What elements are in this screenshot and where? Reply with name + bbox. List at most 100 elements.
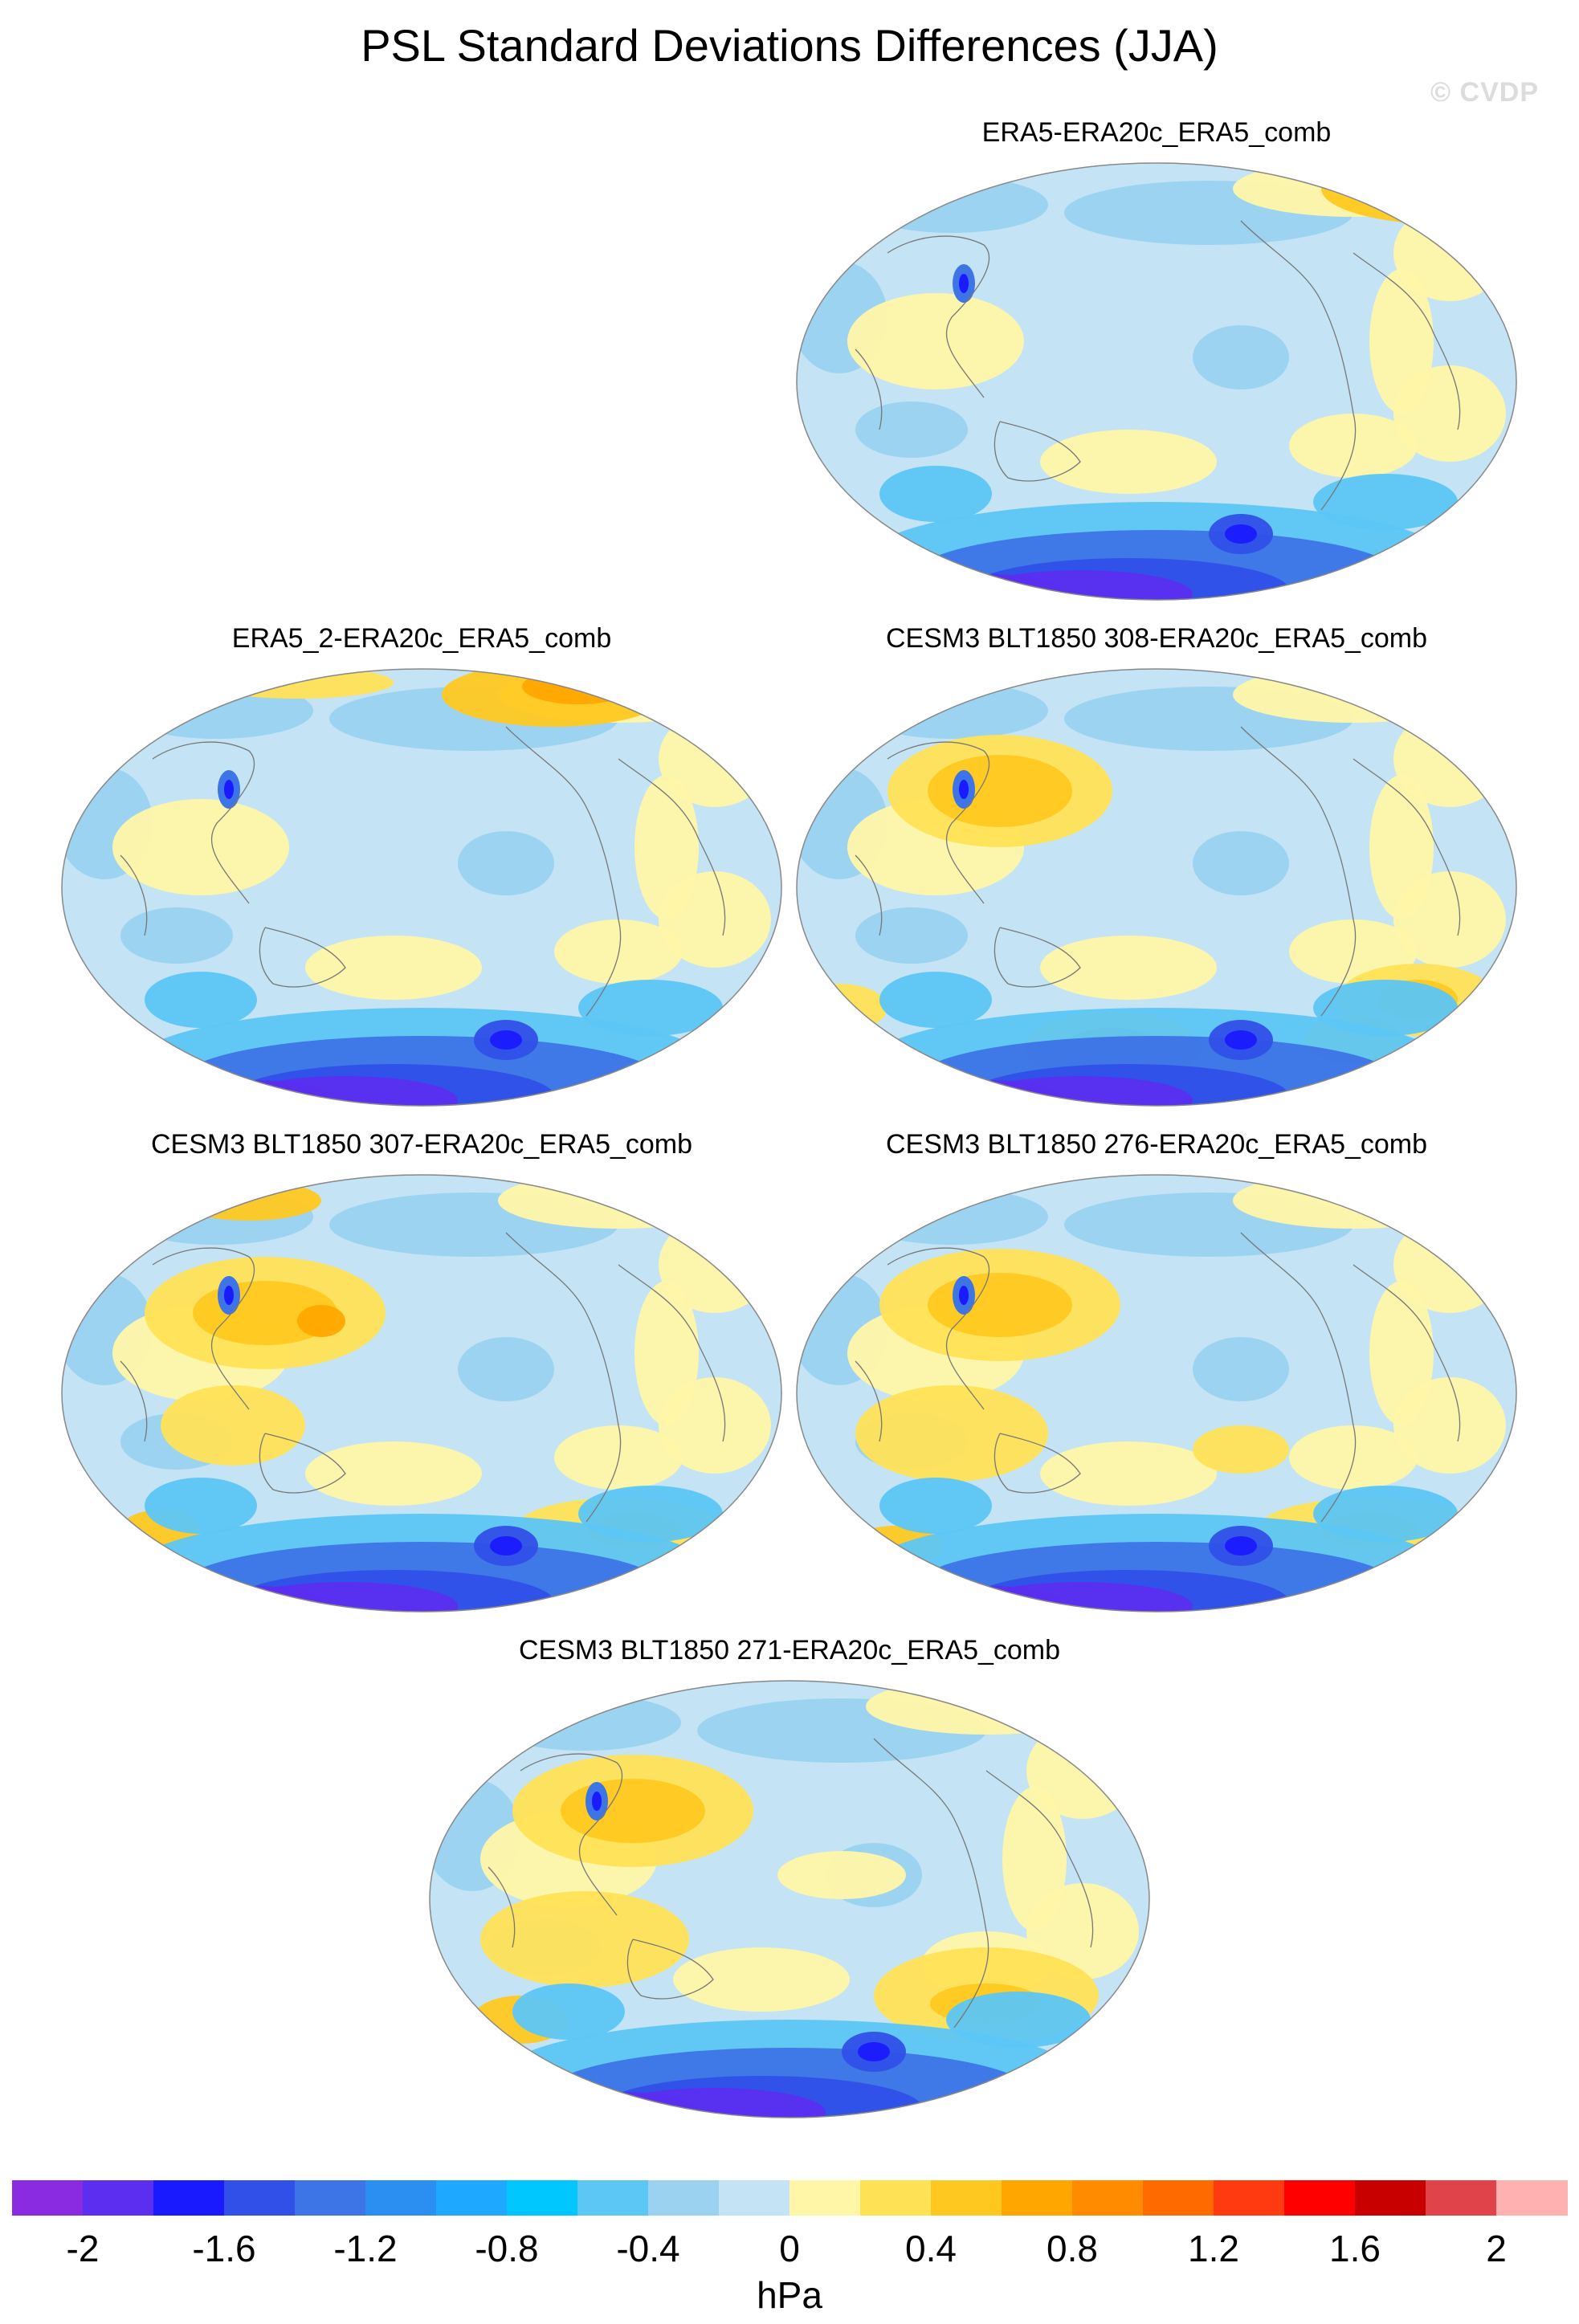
contour-region (634, 775, 699, 919)
contour-region (1434, 163, 1516, 201)
colorbar-swatch (1496, 2180, 1568, 2216)
contour-region (946, 1992, 1091, 2048)
contour-region (1193, 1425, 1289, 1474)
contour-region (578, 980, 723, 1036)
contour-region (673, 1947, 850, 2012)
contour-region (879, 972, 992, 1028)
contour-region (1193, 831, 1289, 895)
contour-region (554, 919, 683, 984)
contour-region (1225, 524, 1257, 544)
panel-title: ERA5-ERA20c_ERA5_comb (981, 117, 1332, 148)
panel-title: CESM3 BLT1850 276-ERA20c_ERA5_comb (885, 1129, 1428, 1160)
contour-region (855, 683, 1048, 739)
contour-region (1369, 1281, 1434, 1425)
colorbar-tick-label: 0.8 (1047, 2228, 1098, 2269)
contour-region (490, 1536, 522, 1555)
contour-region (855, 1189, 1048, 1245)
contour-region (1040, 430, 1217, 494)
contour-region (815, 165, 960, 213)
colorbar-tick-label: -1.2 (333, 2228, 398, 2269)
contour-region (1225, 1536, 1257, 1555)
colorbar-swatch (1426, 2180, 1497, 2216)
contour-region (1225, 1030, 1257, 1050)
contour-region (879, 466, 992, 522)
contour-region (458, 1337, 554, 1401)
contour-region (62, 679, 145, 743)
contour-region (305, 936, 482, 1000)
contour-region (815, 1176, 960, 1225)
colorbar-swatch (12, 2180, 84, 2216)
colorbar-swatch (860, 2180, 932, 2216)
colorbar (12, 2180, 1568, 2216)
contour-region (1289, 414, 1418, 478)
contour-region (561, 1779, 705, 1843)
contour-region (1040, 936, 1217, 1000)
colorbar-swatch (1214, 2180, 1285, 2216)
contour-region (858, 2042, 890, 2061)
robinson-map (61, 668, 782, 1107)
colorbar-units: hPa (757, 2274, 822, 2316)
colorbar-tick-label: -0.8 (475, 2228, 539, 2269)
robinson-map (61, 1174, 782, 1613)
colorbar-swatch (295, 2180, 366, 2216)
contour-region (498, 1175, 739, 1229)
contour-region (430, 1690, 512, 1755)
contour-region (815, 671, 960, 719)
map-panel: CESM3 BLT1850 276-ERA20c_ERA5_comb (791, 1128, 1522, 1626)
colorbar-tick-label: -0.4 (616, 2228, 680, 2269)
panel-title: CESM3 BLT1850 308-ERA20c_ERA5_comb (885, 623, 1428, 654)
contour-region (1369, 269, 1434, 414)
colorbar-swatch (1355, 2180, 1426, 2216)
colorbar-swatch (790, 2180, 861, 2216)
contour-region (512, 1984, 625, 2040)
map-panel: ERA5-ERA20c_ERA5_comb (791, 116, 1522, 614)
colorbar-swatch (83, 2180, 154, 2216)
contour-region (120, 907, 233, 964)
colorbar-swatch (507, 2180, 578, 2216)
panel-title: CESM3 BLT1850 307-ERA20c_ERA5_comb (150, 1129, 693, 1160)
contour-region (554, 1425, 683, 1490)
contour-region (112, 799, 289, 895)
panel-title: ERA5_2-ERA20c_ERA5_comb (231, 623, 612, 654)
contour-region (634, 1281, 699, 1425)
contour-region (62, 1184, 145, 1249)
contour-region (928, 755, 1072, 827)
contour-region (177, 1180, 321, 1221)
contour-region (879, 1478, 992, 1534)
contour-region (448, 1682, 593, 1731)
contour-region (928, 1273, 1072, 1337)
contour-region (145, 972, 257, 1028)
colorbar-labels: -2 -1.6 -1.2 -0.8 -0.4 0 0.4 0.8 1.2 1.6 2 (0, 2226, 1579, 2274)
contour-region (578, 1486, 723, 1542)
colorbar-tick-label: 1.2 (1188, 2228, 1239, 2269)
map-panel: CESM3 BLT1850 308-ERA20c_ERA5_comb (791, 622, 1522, 1120)
contour-region (1193, 325, 1289, 389)
colorbar-tick-label: 0.4 (905, 2228, 957, 2269)
contour-region (1233, 669, 1474, 723)
colorbar-swatch (931, 2180, 1002, 2216)
colorbar-swatch (719, 2180, 790, 2216)
contour-region (80, 1176, 225, 1225)
contour-region (305, 1441, 482, 1506)
colorbar-swatch (1143, 2180, 1214, 2216)
contour-region (1289, 1425, 1418, 1490)
colorbar-tick-label: -1.6 (192, 2228, 256, 2269)
map-panel: CESM3 BLT1850 307-ERA20c_ERA5_comb (56, 1128, 787, 1626)
contour-region (847, 293, 1024, 389)
robinson-map (796, 1174, 1517, 1613)
robinson-map (796, 668, 1517, 1107)
colorbar-swatch (153, 2180, 225, 2216)
colorbar-swatch (1002, 2180, 1073, 2216)
contour-region (1002, 1787, 1067, 1931)
colorbar-swatch (365, 2180, 437, 2216)
colorbar-swatch (224, 2180, 296, 2216)
contour-region (161, 1385, 305, 1466)
robinson-map (429, 1680, 1150, 2118)
contour-region (297, 1305, 345, 1337)
robinson-map (796, 162, 1517, 601)
colorbar-swatch (648, 2180, 720, 2216)
contour-region (1193, 1337, 1289, 1401)
contour-region (855, 1385, 1048, 1482)
contour-region (1313, 1486, 1458, 1542)
colorbar-swatch (577, 2180, 649, 2216)
